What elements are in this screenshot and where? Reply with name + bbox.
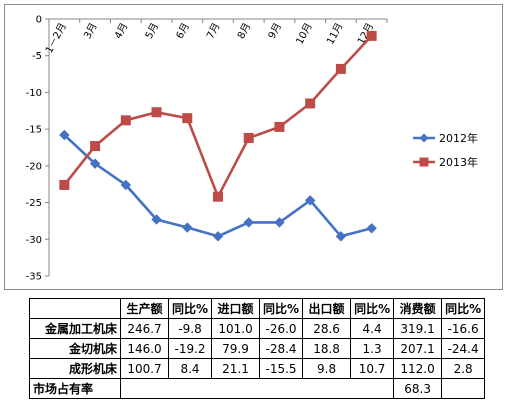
row-label: 金切机床 [29,338,121,359]
table-header-cell: 同比% [441,298,486,319]
data-point-diamond [366,223,377,234]
table-cell: 319.1 [393,318,443,339]
data-point-diamond [182,222,193,233]
table-cell: 28.6 [302,318,352,339]
table-header-cell: 消费额 [393,298,443,319]
y-tick-label: -35 [26,272,42,283]
data-point-diamond [243,217,254,228]
table-header-cell: 进口额 [211,298,261,319]
data-point-diamond [274,217,285,228]
table-header-cell: 同比% [350,298,395,319]
table-cell: 10.7 [350,358,395,379]
legend-label: 2013年 [439,155,478,169]
table-header-cell: 出口额 [302,298,352,319]
table-cell: 2.8 [441,358,486,379]
table-row: 金切机床 146.0 -19.2 79.9 -28.4 18.8 1.3 207… [29,338,486,359]
table-cell: 146.0 [120,338,169,359]
table-cell: -15.5 [259,358,304,379]
table-cell: -16.6 [441,318,486,339]
data-point-diamond [151,214,162,225]
table-cell: 101.0 [211,318,261,339]
table-cell: -26.0 [259,318,304,339]
data-point-square [366,30,377,41]
data-point-square [182,113,193,124]
x-tick-label: 3月 [81,21,99,41]
data-point-square [120,115,131,126]
series-line-2012年 [63,134,372,238]
data-point-diamond [89,158,101,169]
y-tick-label: -10 [26,88,42,99]
table-header-cell [29,298,121,319]
table-header-row: 生产额 同比% 进口额 同比% 出口额 同比% 消费额 同比% [29,298,486,319]
legend-marker [419,157,429,167]
series-line-2013年 [63,35,373,198]
table-cell: 246.7 [120,318,169,339]
x-tick-label: 1－2月 [43,21,69,56]
table-row: 成形机床 100.7 8.4 21.1 -15.5 9.8 10.7 112.0… [29,358,486,379]
data-point-square [305,98,316,109]
table-cell: 18.8 [302,338,352,359]
table-cell: 112.0 [393,358,443,379]
table-cell: 9.8 [302,358,352,379]
table-cell: 207.1 [393,338,443,359]
x-tick-label: 9月 [266,21,284,41]
chart-frame: 0 -5 -10 -15 -20 -25 -30 -35 1－2月 3月 4月 5月 6月 7月 8月 9月 1… [4,4,503,290]
data-point-diamond [120,179,132,191]
x-tick-label: 8月 [235,21,253,41]
table-cell: -28.4 [259,338,304,359]
table-cell: 8.4 [167,358,213,379]
x-tick-label: 5月 [143,21,161,41]
table-header-cell: 同比% [259,298,304,319]
x-tick-label: 11月 [324,21,345,47]
y-tick-label: -5 [32,51,42,62]
data-point-square [213,191,223,202]
y-tick-label: -30 [26,235,42,246]
data-point-square [243,132,254,143]
table-cell: 21.1 [211,358,261,379]
data-point-diamond [304,195,316,206]
table-cell [119,378,395,399]
row-label: 市场占有率 [29,378,121,399]
data-point-diamond [335,231,347,242]
table-cell: 4.4 [350,318,395,339]
data-point-diamond [59,129,70,141]
table-cell: 68.3 [393,378,443,399]
data-point-diamond [212,231,224,242]
data-table: 生产额 同比% 进口额 同比% 出口额 同比% 消费额 同比% 金属加工机床 2… [29,298,486,399]
table-cell: 79.9 [211,338,261,359]
x-tick-label: 4月 [112,21,130,41]
y-tick-label: -15 [26,125,42,136]
line-chart: 0 -5 -10 -15 -20 -25 -30 -35 1－2月 3月 4月 5月 6月 7月 8月 9月 1… [26,15,478,283]
data-point-square [335,63,346,74]
row-label: 成形机床 [29,358,121,379]
y-tick-label: 0 [36,15,42,26]
row-label: 金属加工机床 [29,318,121,339]
table-header-cell: 生产额 [120,298,169,319]
table-cell: -24.4 [441,338,486,359]
data-point-square [274,121,285,132]
x-tick-label: 7月 [204,21,222,41]
x-tick-label: 10月 [294,21,315,47]
x-tick-label: 6月 [174,21,192,41]
table-row: 金属加工机床 246.7 -9.8 101.0 -26.0 28.6 4.4 3… [29,318,486,339]
legend-marker [419,133,429,143]
legend-label: 2012年 [439,131,478,145]
table-cell: 100.7 [120,358,169,379]
table-header-cell: 同比% [167,298,213,319]
data-point-square [90,141,101,152]
table-cell: -19.2 [167,338,213,359]
table-row: 市场占有率 68.3 [29,378,486,399]
data-point-square [59,179,70,190]
y-tick-label: -20 [26,161,42,172]
table-cell: -9.8 [167,318,213,339]
data-point-square [151,107,162,118]
y-tick-label: -25 [26,198,42,209]
table-cell: 1.3 [350,338,395,359]
table-cell [441,378,486,399]
